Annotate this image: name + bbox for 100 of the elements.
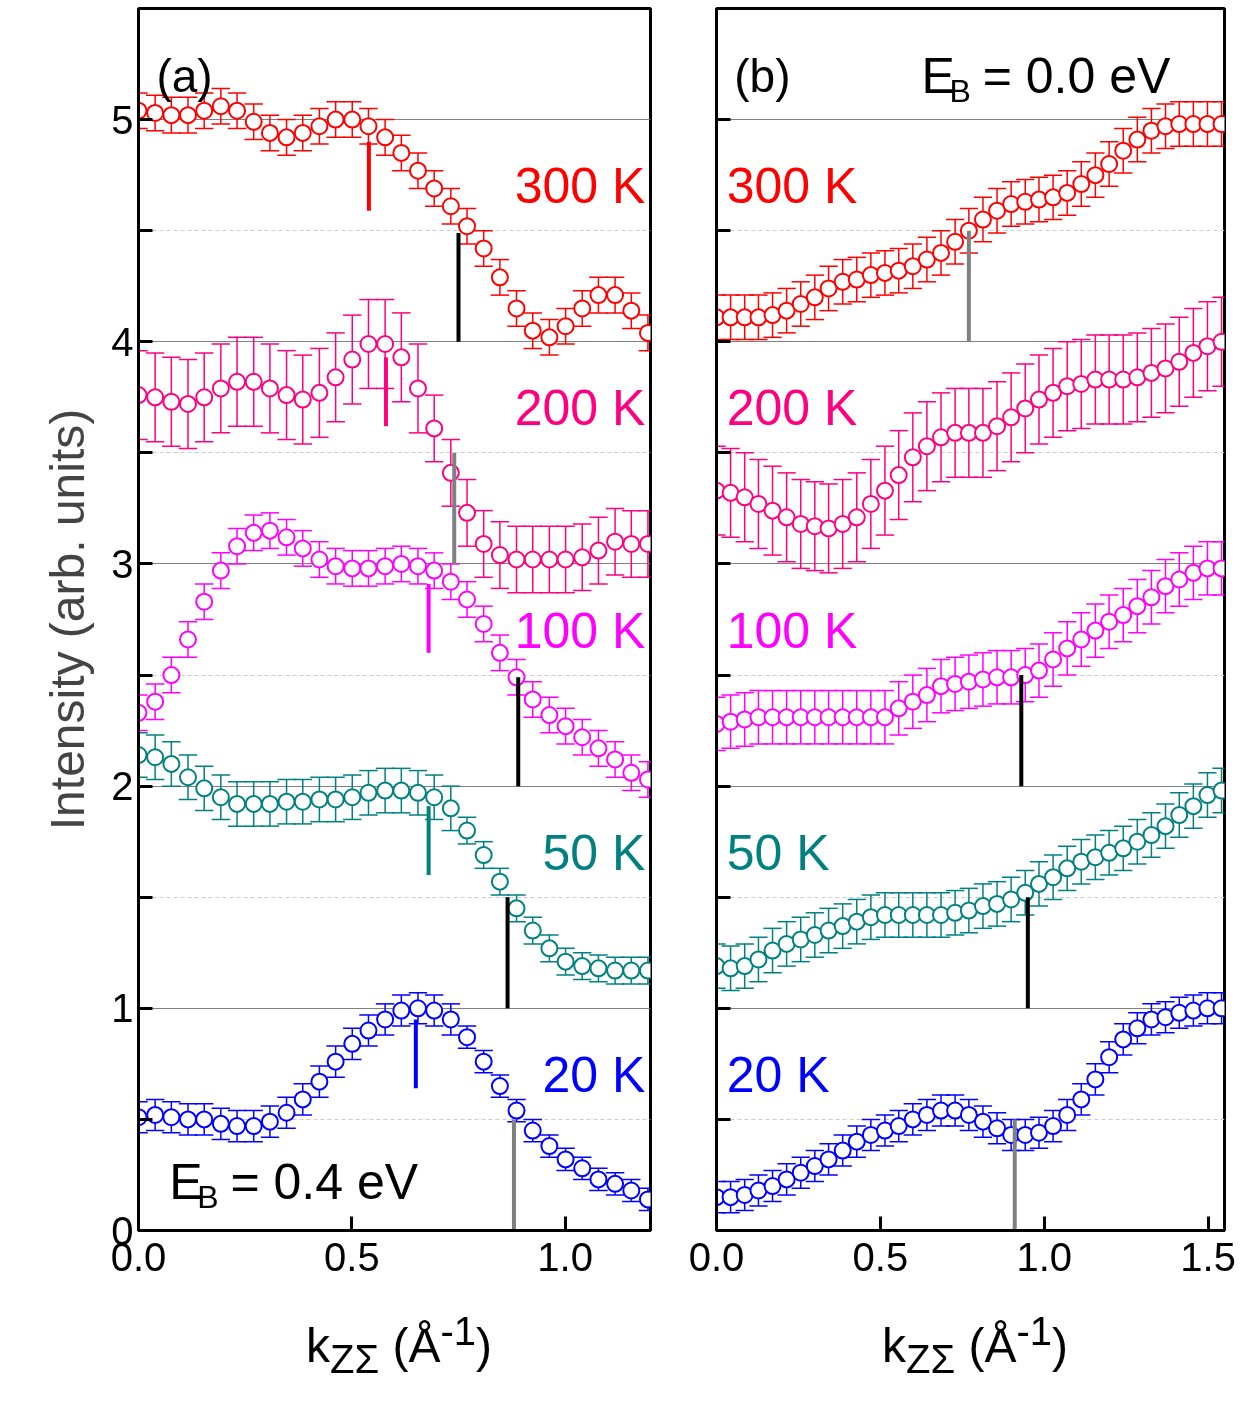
point	[959, 1105, 978, 1124]
point	[376, 128, 395, 147]
point	[326, 368, 345, 387]
point	[622, 534, 641, 553]
point	[1058, 1105, 1077, 1124]
point	[441, 1010, 460, 1029]
point	[1030, 1123, 1048, 1142]
point	[819, 279, 838, 298]
point	[359, 559, 378, 578]
series-label: 200 K	[514, 380, 646, 437]
point	[359, 335, 378, 353]
point	[441, 572, 460, 591]
point	[326, 790, 345, 809]
point	[392, 1001, 411, 1020]
point	[211, 561, 230, 580]
point	[343, 1034, 362, 1053]
point	[1072, 852, 1091, 871]
point	[310, 1072, 329, 1091]
point	[1170, 806, 1189, 824]
point	[523, 921, 542, 940]
point	[474, 614, 493, 633]
point	[359, 1021, 378, 1040]
point	[540, 706, 559, 725]
point	[244, 1117, 263, 1136]
point	[819, 1150, 838, 1169]
point	[1072, 175, 1091, 194]
x-tick-label: 0.5	[324, 1234, 380, 1279]
point	[244, 112, 263, 131]
point	[573, 957, 592, 976]
point	[589, 286, 608, 305]
point	[861, 908, 880, 927]
point	[260, 379, 279, 398]
point	[195, 388, 214, 407]
point	[903, 448, 922, 467]
y-axis-title: Intensity (arb. units)	[41, 408, 95, 831]
point	[889, 466, 908, 485]
point	[211, 97, 230, 116]
point	[540, 939, 559, 958]
point	[1170, 352, 1189, 371]
point	[606, 532, 625, 551]
point	[1002, 195, 1021, 213]
point	[606, 286, 625, 305]
point	[1156, 817, 1175, 836]
point	[622, 763, 641, 782]
point	[441, 197, 460, 216]
x-axis-title: k$_{ZΣ}$ (Å$^{-1}$)	[881, 1308, 1069, 1383]
point	[293, 123, 312, 142]
point	[847, 912, 866, 931]
point	[523, 321, 542, 340]
point	[1002, 408, 1021, 427]
point	[162, 392, 181, 411]
point	[1072, 375, 1091, 393]
point	[833, 917, 852, 936]
point	[343, 350, 362, 369]
point	[474, 534, 493, 553]
point	[556, 952, 575, 971]
point	[228, 101, 247, 120]
point	[1128, 130, 1147, 149]
point	[917, 437, 936, 456]
point	[1198, 786, 1217, 805]
point	[847, 508, 866, 527]
point	[228, 794, 247, 813]
point	[326, 1052, 345, 1071]
point	[1072, 630, 1091, 649]
point	[376, 1010, 395, 1029]
point	[293, 1090, 312, 1109]
point	[425, 419, 444, 438]
point	[441, 799, 460, 818]
point	[458, 590, 477, 609]
point	[573, 299, 592, 318]
point	[1058, 377, 1077, 396]
point	[556, 550, 575, 569]
point	[556, 317, 575, 336]
point	[622, 301, 641, 320]
series-label: 20 K	[542, 1046, 646, 1103]
point	[195, 779, 214, 798]
point	[763, 1177, 782, 1196]
point	[903, 1110, 922, 1129]
point	[573, 728, 592, 747]
point	[1184, 343, 1203, 362]
point	[1128, 368, 1147, 387]
point	[1044, 188, 1063, 207]
point	[1044, 1117, 1063, 1136]
point	[178, 106, 197, 125]
point	[507, 899, 526, 918]
point	[277, 1103, 296, 1122]
point	[178, 630, 197, 649]
point	[1086, 621, 1105, 640]
series-label: 100 K	[514, 602, 646, 659]
point	[749, 1181, 768, 1200]
point	[310, 383, 329, 402]
point	[474, 239, 493, 258]
point	[861, 1125, 880, 1144]
point	[833, 1141, 852, 1160]
point	[392, 348, 411, 367]
series-label: 300 K	[514, 158, 646, 215]
point	[749, 950, 768, 969]
point	[228, 1117, 247, 1136]
point	[260, 794, 279, 813]
point	[861, 494, 880, 513]
